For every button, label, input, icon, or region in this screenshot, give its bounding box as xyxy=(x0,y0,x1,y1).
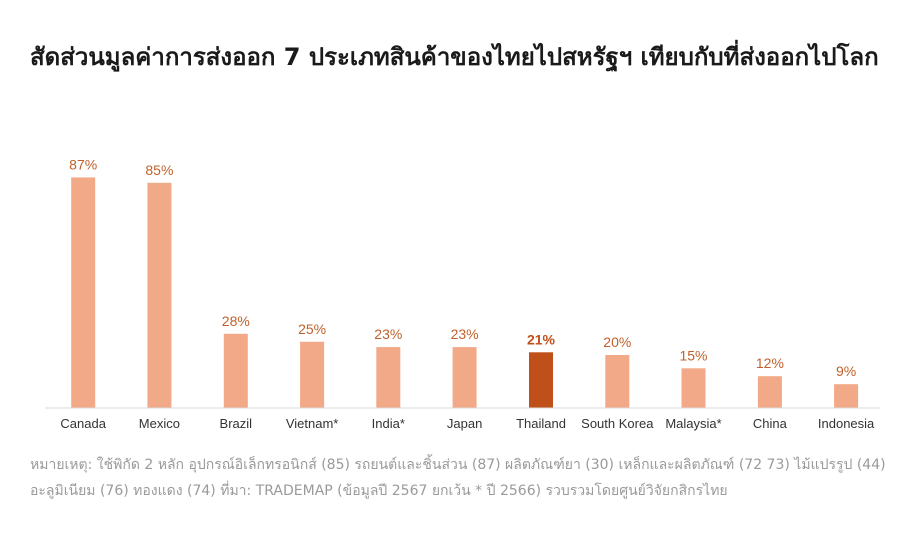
data-label: 15% xyxy=(679,347,707,363)
bar-thailand xyxy=(529,352,553,408)
category-label: Thailand xyxy=(516,416,566,431)
bar-chart: 87% Canada 85% Mexico 28% Brazil 25% Vietnam* 23… xyxy=(45,156,880,431)
data-label: 85% xyxy=(145,162,173,178)
bar-indonesia xyxy=(834,384,859,408)
category-label: Brazil xyxy=(220,416,253,431)
category-label: Mexico xyxy=(139,416,180,431)
data-label: 23% xyxy=(451,326,479,342)
bars-group xyxy=(71,177,859,409)
bar-canada xyxy=(71,177,96,408)
category-label: Japan xyxy=(447,416,482,431)
data-label: 23% xyxy=(374,326,402,342)
bar-southkorea xyxy=(605,355,630,408)
bar-japan xyxy=(452,347,477,409)
category-label: South Korea xyxy=(581,416,654,431)
chart-title: สัดส่วนมูลค่าการส่งออก 7 ประเภทสินค้าของ… xyxy=(30,43,879,71)
bar-china xyxy=(757,376,782,408)
bar-malaysia xyxy=(681,368,706,409)
data-label: 20% xyxy=(603,334,631,350)
category-label: Indonesia xyxy=(818,416,875,431)
labels-group: 87% Canada 85% Mexico 28% Brazil 25% Vietnam* 23… xyxy=(60,156,875,431)
footnote: หมายเหตุ: ใช้พิกัด 2 หลัก อุปกรณ์อิเล็กท… xyxy=(30,457,886,499)
data-label: 12% xyxy=(756,355,784,371)
category-label: China xyxy=(753,416,788,431)
data-label: 87% xyxy=(69,156,97,172)
data-label: 9% xyxy=(836,363,856,379)
bar-vietnam xyxy=(300,341,325,409)
category-label: India* xyxy=(372,416,405,431)
data-label: 28% xyxy=(222,313,250,329)
data-label: 21% xyxy=(527,331,556,347)
category-label: Vietnam* xyxy=(286,416,339,431)
data-label: 25% xyxy=(298,321,326,337)
bar-brazil xyxy=(223,333,248,408)
category-label: Canada xyxy=(60,416,106,431)
bar-india xyxy=(376,347,401,409)
category-label: Malaysia* xyxy=(665,416,721,431)
bar-mexico xyxy=(147,182,172,409)
